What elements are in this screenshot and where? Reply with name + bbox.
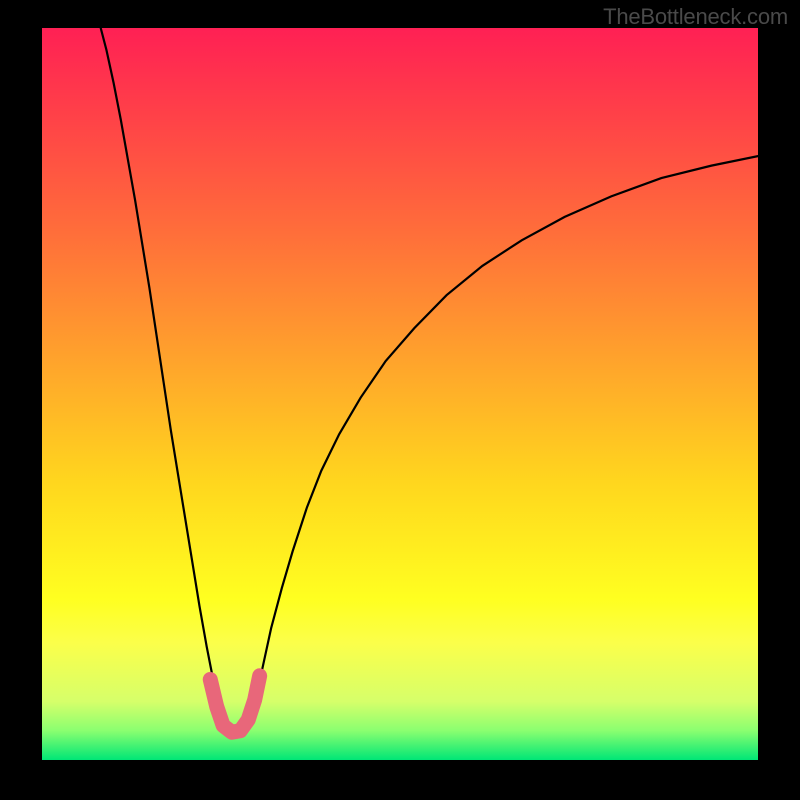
chart-container: TheBottleneck.com [0,0,800,800]
gradient-plot [42,28,758,760]
plot-area [42,28,758,760]
gradient-background [42,28,758,760]
watermark-text: TheBottleneck.com [603,4,788,30]
